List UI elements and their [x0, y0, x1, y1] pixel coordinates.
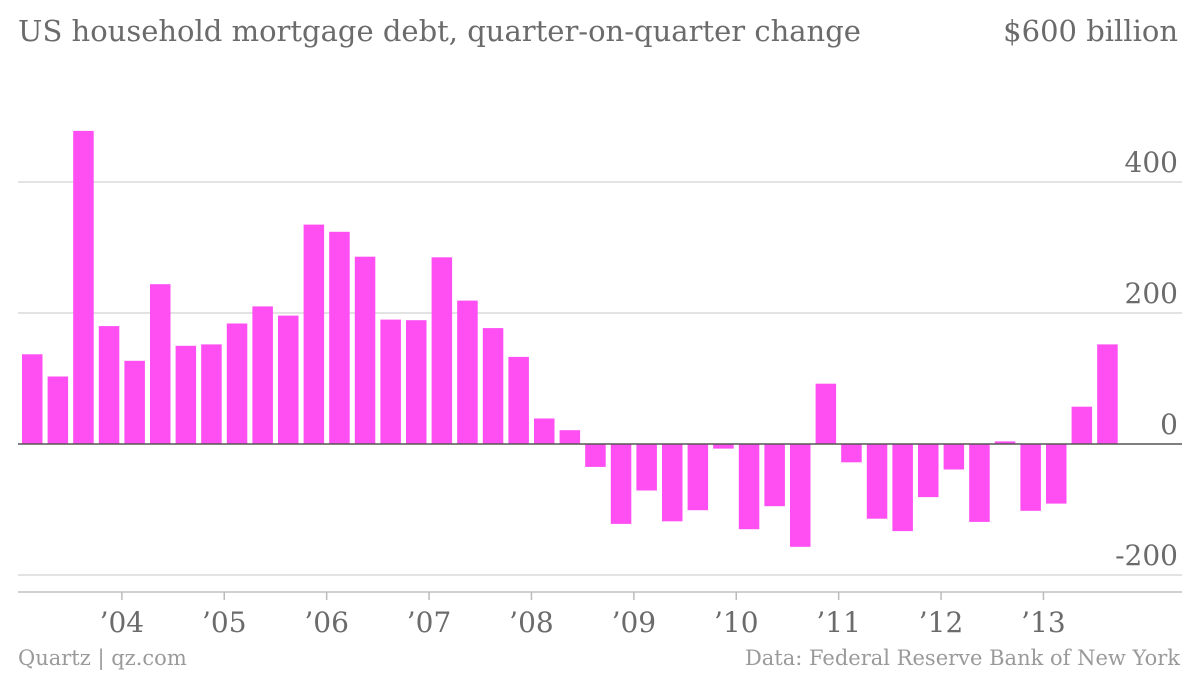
bar: [1097, 344, 1118, 444]
bar: [431, 257, 453, 444]
bar: [815, 383, 837, 444]
y-tick-label: 0: [1160, 408, 1178, 441]
x-tick-label: ’09: [612, 606, 657, 639]
bar: [1071, 406, 1093, 444]
x-tick-label: ’05: [202, 606, 247, 639]
bar: [738, 444, 760, 530]
x-tick-label: ’13: [1021, 606, 1066, 639]
bar: [790, 444, 811, 547]
bar: [764, 444, 785, 507]
bar: [252, 306, 273, 444]
bar: [226, 323, 248, 444]
bar: [508, 356, 529, 444]
x-tick-label: ’10: [714, 606, 759, 639]
x-tick-label: ’12: [919, 606, 964, 639]
bar: [534, 418, 555, 444]
bar: [918, 444, 939, 498]
axes: 400 200 0 -200 ’04 ’05 ’06 ’07 ’08 ’09 ’10 ’11 ’12 ’1…: [18, 146, 1182, 639]
bar: [406, 320, 427, 444]
bar: [969, 444, 990, 522]
bar: [329, 231, 350, 444]
bar: [278, 315, 299, 444]
bar: [124, 360, 145, 444]
bars: [22, 130, 1118, 547]
chart-title: US household mortgage debt, quarter-on-q…: [18, 14, 861, 48]
bar: [303, 224, 325, 444]
bar: [98, 326, 120, 444]
x-tick-label: ’06: [304, 606, 349, 639]
bar: [585, 444, 606, 467]
bar: [687, 444, 709, 511]
bar: [892, 444, 913, 532]
bar: [22, 354, 43, 444]
y-tick-label: 200: [1125, 277, 1178, 310]
bar: [994, 441, 1016, 444]
bar: [47, 376, 69, 444]
bar: [662, 444, 683, 522]
credit-text: Quartz | qz.com: [18, 646, 187, 670]
bar: [610, 444, 632, 524]
x-tick-label: ’07: [407, 606, 452, 639]
bar: [482, 328, 504, 444]
bar: [1020, 444, 1041, 511]
bar: [73, 130, 94, 444]
bar: [1046, 444, 1067, 504]
unit-label: $600 billion: [1003, 14, 1178, 48]
bar: [354, 256, 376, 444]
y-tick-label: -200: [1115, 539, 1178, 572]
bar: [841, 444, 862, 463]
bar: [380, 319, 401, 445]
bar: [713, 444, 734, 449]
bar: [150, 284, 171, 444]
bar: [559, 430, 581, 444]
x-tick-label: ’08: [509, 606, 554, 639]
bar: [201, 344, 222, 444]
y-tick-label: 400: [1125, 146, 1178, 179]
bar: [943, 444, 965, 470]
x-tick-label: ’04: [100, 606, 145, 639]
bar: [175, 345, 197, 445]
gridlines: [18, 181, 1182, 576]
bar: [866, 444, 888, 519]
bar: [457, 300, 478, 444]
source-text: Data: Federal Reserve Bank of New York: [744, 646, 1180, 670]
bar: [636, 444, 657, 491]
x-tick-label: ’11: [816, 606, 861, 639]
